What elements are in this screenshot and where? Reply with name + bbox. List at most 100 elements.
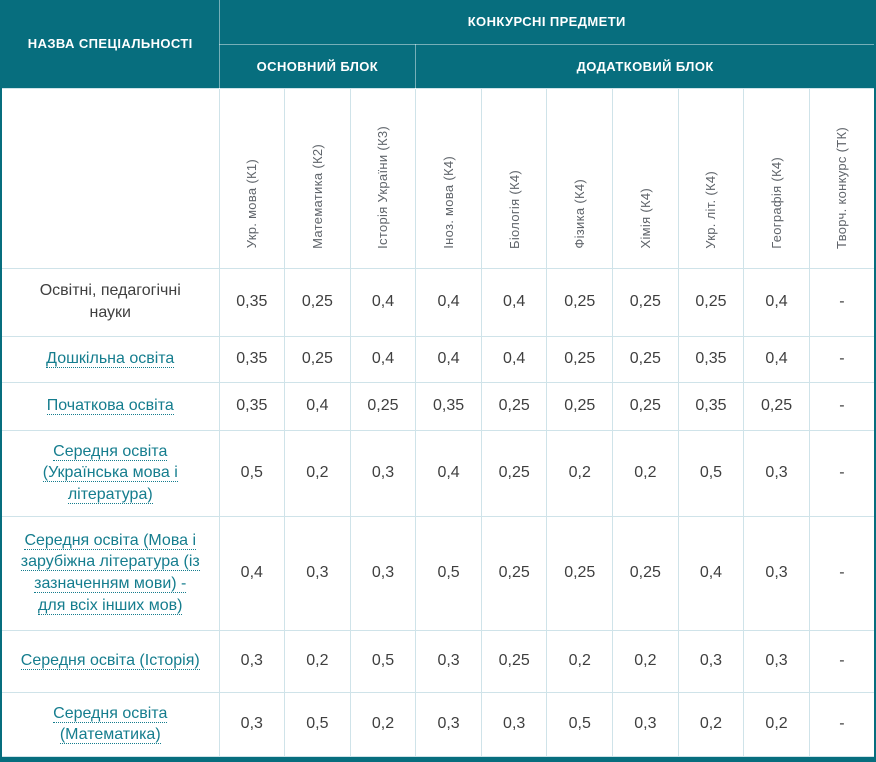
coefficient-cell: 0,3	[284, 515, 351, 631]
coefficient-cell: -	[808, 515, 876, 631]
coefficient-cell: 0,2	[612, 629, 679, 693]
coefficient-cell: 0,35	[415, 381, 482, 431]
coefficient-cell: 0,3	[415, 629, 482, 693]
subject-label: Фізика (К4)	[572, 178, 588, 249]
coefficient-cell: 0,4	[415, 267, 482, 337]
coefficient-cell: 0,25	[480, 381, 548, 431]
subject-header-cell: Математика (К2)	[284, 87, 351, 269]
table-row: Середня освіта (Українська мова і літера…	[0, 429, 876, 517]
coefficient-cell: 0,3	[218, 691, 286, 757]
header-row-2: ОСНОВНИЙ БЛОК ДОДАТКОВИЙ БЛОК	[1, 44, 875, 88]
additional-block-header: ДОДАТКОВИЙ БЛОК	[415, 44, 875, 88]
specialty-cell: Дошкільна освіта	[0, 335, 220, 383]
table-body: Освітні, педагогічні науки 0,35 0,25 0,4 0,…	[0, 267, 876, 757]
coefficient-cell: 0,35	[218, 335, 286, 383]
specialty-name: Освітні, педагогічні науки	[39, 282, 181, 321]
specialty-link[interactable]: Середня освіта (Українська мова і літера…	[42, 442, 178, 504]
table-row: Середня освіта (Математика) 0,3 0,5 0,2 0,3…	[0, 691, 876, 757]
subject-header-cell: Укр. мова (К1)	[218, 87, 286, 269]
table-row: Дошкільна освіта 0,35 0,25 0,4 0,4 0,4 0,25 0,…	[0, 335, 876, 383]
subject-header-cell: Фізика (К4)	[546, 87, 614, 269]
coefficient-cell: 0,25	[612, 515, 679, 631]
table-header: НАЗВА СПЕЦІАЛЬНОСТІ КОНКУРСНІ ПРЕДМЕТИ О…	[0, 0, 876, 269]
coefficient-cell: 0,25	[743, 381, 810, 431]
specialty-cell: Середня освіта (Українська мова і літера…	[0, 429, 220, 517]
coefficient-cell: 0,3	[480, 691, 548, 757]
specialty-cell: Середня освіта (Математика)	[0, 691, 220, 757]
coefficient-cell: 0,25	[480, 515, 548, 631]
table-row: Середня освіта (Історія) 0,3 0,2 0,5 0,3 0,2…	[0, 629, 876, 693]
coefficient-cell: 0,4	[743, 335, 810, 383]
coefficient-cell: 0,4	[480, 267, 548, 337]
coefficient-cell: 0,25	[480, 629, 548, 693]
specialty-link[interactable]: Середня освіта (Мова і зарубіжна літерат…	[20, 531, 200, 615]
coefficient-cell: 0,5	[284, 691, 351, 757]
coefficient-cell: 0,35	[677, 335, 745, 383]
coefficient-cell: 0,5	[677, 429, 745, 517]
specialty-cell: Середня освіта (Історія)	[0, 629, 220, 693]
specialty-column-header: НАЗВА СПЕЦІАЛЬНОСТІ	[1, 0, 220, 88]
table-row: Середня освіта (Мова і зарубіжна літерат…	[0, 515, 876, 631]
specialty-cell: Освітні, педагогічні науки	[0, 267, 220, 337]
coefficient-cell: 0,4	[218, 515, 286, 631]
subject-label: Історія України (К3)	[375, 125, 391, 249]
subject-header-cell: Біологія (К4)	[480, 87, 548, 269]
coefficient-cell: 0,3	[743, 515, 810, 631]
specialty-cell: Середня освіта (Мова і зарубіжна літерат…	[0, 515, 220, 631]
subject-header-cell: Історія України (К3)	[349, 87, 417, 269]
subject-label: Укр. мова (К1)	[244, 159, 260, 249]
coefficient-cell: 0,4	[284, 381, 351, 431]
coefficient-cell: 0,25	[546, 381, 614, 431]
coefficient-cell: 0,2	[349, 691, 417, 757]
coefficient-cell: 0,25	[284, 335, 351, 383]
coefficient-cell: 0,3	[349, 429, 417, 517]
table-row: Освітні, педагогічні науки 0,35 0,25 0,4 0,…	[0, 267, 876, 337]
coefficient-cell: 0,25	[612, 335, 679, 383]
empty-corner-cell	[0, 87, 220, 269]
coefficient-cell: -	[808, 335, 876, 383]
coefficient-cell: 0,35	[218, 267, 286, 337]
coefficient-cell: 0,2	[284, 629, 351, 693]
subject-header-cell: Творч. конкурс (ТК)	[808, 87, 876, 269]
subject-label: Географія (К4)	[769, 156, 785, 249]
coefficient-cell: 0,3	[612, 691, 679, 757]
coefficient-cell: 0,2	[284, 429, 351, 517]
subject-label: Укр. літ. (К4)	[703, 170, 719, 249]
specialty-link[interactable]: Початкова освіта	[46, 397, 174, 416]
coefficient-cell: 0,4	[480, 335, 548, 383]
next-section-strip	[0, 756, 876, 762]
coefficient-cell: 0,5	[218, 429, 286, 517]
coefficient-cell: -	[808, 267, 876, 337]
coefficient-cell: 0,25	[612, 381, 679, 431]
coefficient-cell: 0,25	[546, 335, 614, 383]
coefficient-cell: 0,35	[218, 381, 286, 431]
coefficient-cell: 0,3	[218, 629, 286, 693]
subject-header-cell: Хімія (К4)	[612, 87, 679, 269]
coefficient-cell: 0,2	[743, 691, 810, 757]
coefficient-cell: 0,25	[546, 267, 614, 337]
coefficient-cell: 0,2	[612, 429, 679, 517]
specialty-link[interactable]: Середня освіта (Історія)	[20, 652, 200, 671]
subjects-row: Укр. мова (К1) Математика (К2) Історія У…	[0, 87, 876, 269]
coefficient-cell: 0,25	[677, 267, 745, 337]
subject-label: Математика (К2)	[309, 143, 325, 249]
specialty-link[interactable]: Дошкільна освіта	[46, 350, 175, 369]
coefficient-cell: 0,2	[677, 691, 745, 757]
specialty-link[interactable]: Середня освіта (Математика)	[53, 704, 168, 745]
coefficient-cell: 0,25	[546, 515, 614, 631]
coefficient-cell: 0,25	[284, 267, 351, 337]
coefficient-cell: -	[808, 629, 876, 693]
coefficient-cell: -	[808, 381, 876, 431]
subject-label: Біологія (К4)	[506, 169, 522, 249]
coefficient-cell: 0,5	[415, 515, 482, 631]
coefficient-cell: 0,4	[349, 335, 417, 383]
coefficient-cell: 0,35	[677, 381, 745, 431]
header-row-1: НАЗВА СПЕЦІАЛЬНОСТІ КОНКУРСНІ ПРЕДМЕТИ	[1, 0, 875, 88]
subject-header-cell: Укр. літ. (К4)	[677, 87, 745, 269]
coefficient-cell: 0,25	[480, 429, 548, 517]
main-block-header: ОСНОВНИЙ БЛОК	[219, 44, 417, 88]
coefficient-cell: -	[808, 691, 876, 757]
coefficient-cell: 0,3	[743, 629, 810, 693]
